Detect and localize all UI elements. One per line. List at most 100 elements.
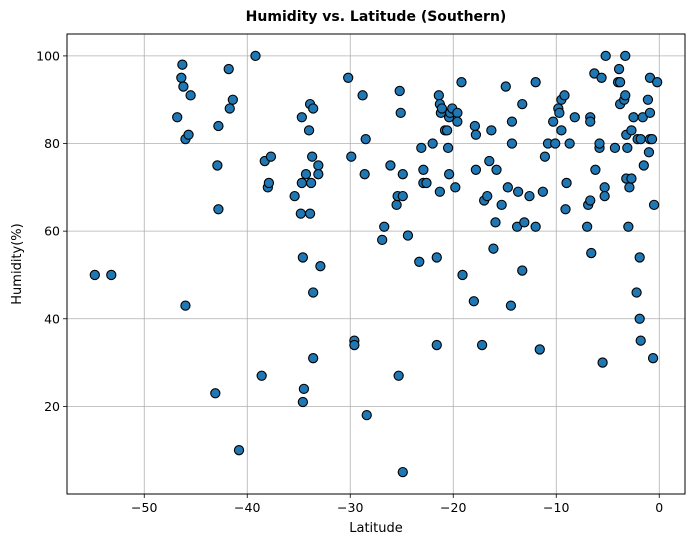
data-point	[297, 252, 309, 263]
data-point	[599, 190, 610, 202]
data-point	[554, 107, 565, 119]
data-point	[456, 77, 467, 88]
data-point	[548, 116, 559, 127]
data-point	[530, 221, 541, 232]
data-point	[306, 151, 318, 162]
data-point	[223, 63, 234, 75]
data-point	[402, 230, 414, 241]
data-point	[470, 164, 482, 175]
data-point	[256, 370, 267, 381]
data-point	[626, 173, 637, 184]
data-point	[635, 335, 646, 346]
data-point	[622, 142, 633, 154]
data-point	[452, 116, 463, 127]
x-tick-label: −30	[337, 500, 363, 515]
data-point	[416, 142, 427, 154]
data-point	[517, 98, 528, 110]
data-point	[250, 50, 261, 62]
data-point	[646, 133, 658, 145]
data-point	[537, 186, 549, 197]
data-point	[305, 177, 317, 189]
y-axis-label: Humidity(%)	[10, 223, 25, 304]
data-point	[308, 103, 319, 114]
data-point	[303, 125, 315, 136]
data-point	[530, 77, 541, 88]
data-point	[89, 269, 100, 281]
data-point	[624, 182, 635, 193]
data-point	[183, 129, 194, 140]
data-point	[539, 151, 551, 162]
data-point	[491, 164, 502, 175]
data-point	[212, 160, 223, 171]
data-point	[620, 90, 631, 101]
y-tick-label: 80	[44, 136, 60, 151]
data-point	[176, 72, 187, 83]
data-point	[304, 208, 316, 219]
data-point	[585, 116, 596, 127]
data-point	[634, 252, 645, 263]
data-point	[644, 107, 656, 119]
data-point	[457, 269, 468, 281]
data-point	[648, 199, 660, 211]
data-point	[614, 77, 626, 88]
data-point	[313, 160, 324, 171]
data-point	[534, 344, 545, 355]
data-point	[349, 339, 360, 351]
data-point	[609, 142, 621, 154]
data-point	[476, 339, 488, 351]
x-axis-ticks: −50 −40 −30 −20 −10 0	[131, 494, 663, 515]
data-point	[210, 388, 221, 399]
data-point	[298, 383, 310, 395]
data-point	[638, 160, 649, 171]
data-point	[642, 94, 654, 105]
data-point	[560, 204, 571, 215]
data-point	[418, 164, 429, 175]
data-point	[361, 409, 372, 421]
data-point	[597, 357, 608, 368]
y-tick-label: 100	[36, 48, 60, 63]
data-point	[652, 77, 663, 88]
data-point	[564, 138, 575, 149]
data-point	[647, 353, 659, 364]
data-point	[620, 50, 631, 62]
data-point	[561, 177, 572, 189]
plot-frame	[66, 33, 686, 495]
data-point	[506, 116, 518, 127]
data-point	[486, 125, 497, 136]
data-point	[468, 296, 479, 307]
data-point	[484, 155, 495, 167]
data-point	[556, 125, 567, 136]
data-point	[441, 125, 453, 136]
data-point	[414, 256, 425, 267]
data-point	[265, 151, 277, 162]
data-point	[295, 208, 306, 219]
data-point	[585, 195, 596, 206]
data-point	[550, 138, 561, 149]
data-point	[512, 186, 524, 197]
data-point	[391, 199, 402, 211]
data-point	[308, 353, 319, 364]
data-point	[185, 90, 196, 101]
data-point	[297, 396, 309, 408]
chart-title: Humidity vs. Latitude (Southern)	[246, 9, 507, 25]
x-tick-label: 0	[655, 500, 663, 515]
data-point	[482, 190, 493, 202]
data-point	[177, 59, 188, 70]
data-point	[172, 112, 183, 123]
x-axis-label: Latitude	[349, 521, 403, 536]
data-point	[431, 339, 442, 351]
data-point	[300, 169, 312, 180]
data-point	[626, 125, 637, 136]
data-point	[436, 103, 448, 114]
data-point	[490, 217, 501, 228]
data-point	[395, 107, 406, 119]
x-tick-label: −40	[234, 500, 260, 515]
y-tick-label: 40	[44, 311, 60, 326]
x-tick-label: −50	[131, 500, 157, 515]
data-point	[569, 112, 580, 123]
y-tick-label: 60	[44, 224, 60, 239]
data-point	[524, 190, 535, 202]
data-point	[470, 129, 482, 140]
data-point	[452, 107, 463, 119]
